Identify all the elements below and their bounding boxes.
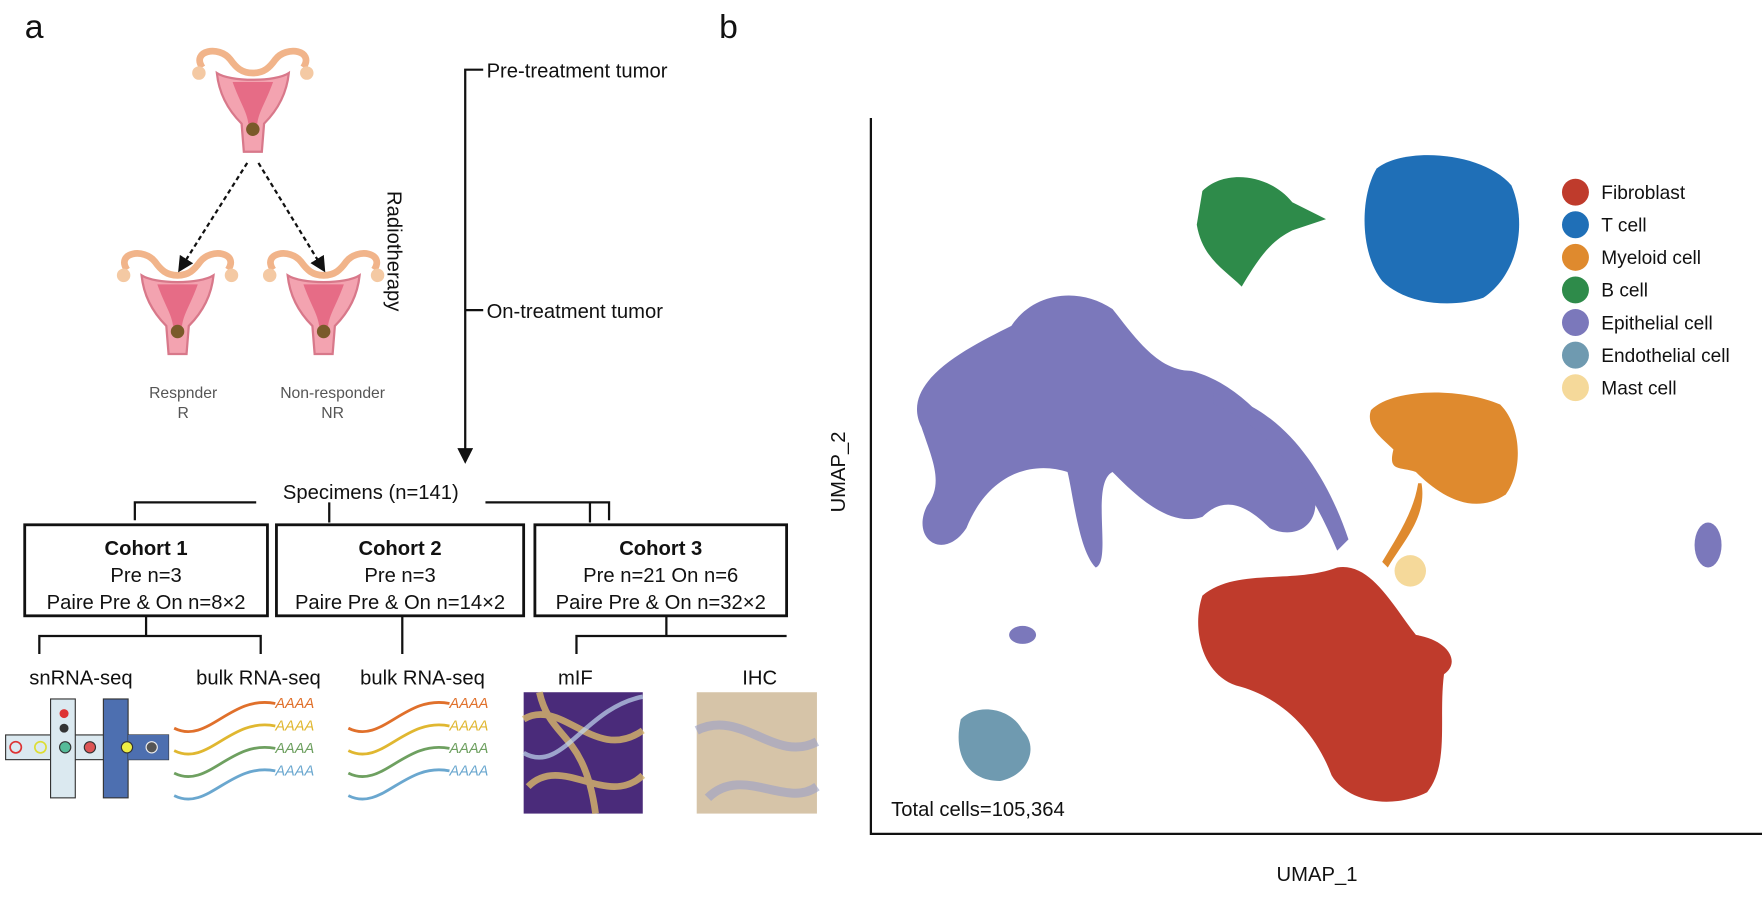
rna-strand [173,745,276,778]
cohort-line: Pre n=21 On n=6 [583,565,738,587]
rna-strand [347,723,450,756]
arrow [178,162,249,273]
legend-label: Mast cell [1601,378,1676,399]
cohort-line: Pre n=3 [364,565,435,587]
x-axis-label: UMAP_1 [1277,864,1358,886]
cohort-line: Pre n=3 [110,565,181,587]
panel-label: b [719,8,738,46]
assay: IHC [742,667,777,689]
assay: mIF [558,667,593,689]
legend-label: T cell [1601,216,1646,237]
poly-a: AAAA [274,741,314,757]
bracket [133,501,611,523]
legend: Fibroblast T cell Myeloid cell B cell Epithe… [1561,178,1730,402]
legend-label: Endothelial cell [1601,346,1729,367]
y-axis-label: UMAP_2 [828,432,850,513]
poly-a: AAAA [448,741,488,757]
cluster [1009,625,1037,644]
cluster [1382,483,1423,568]
uterus-icon [192,51,313,152]
panel-label: a [25,8,44,46]
treatment-label: Radiotherapy [383,191,405,312]
specimens: Specimens (n=141) [283,482,459,504]
rna-strand [173,768,276,801]
poly-a: AAAA [274,696,314,712]
microfluidic-icon [5,698,170,799]
arrow [257,162,326,273]
cohort-box [275,523,526,618]
axes [869,118,1762,835]
umap-clusters [916,155,1722,802]
rna-icon: AAAA AAAA AAAA AAAA [173,696,314,801]
ihc-image [694,692,820,814]
assay: bulk RNA-seq [360,667,485,689]
poly-a: AAAA [448,718,488,734]
poly-a: AAAA [274,763,314,779]
group-label: Non-responder [280,385,385,402]
cohort-box [533,523,789,618]
legend-swatch [1561,309,1589,337]
cohort-title: Cohort 3 [619,538,702,560]
legend-label: B cell [1601,281,1648,302]
uterus-icon [117,253,238,354]
cluster [1694,522,1722,568]
legend-swatch [1561,178,1589,206]
cluster [958,709,1031,782]
rna-strand [173,723,276,756]
cohorts: Cohort 1 Pre n=3 Paire Pre & On n=8×2 Cohor… [23,523,789,618]
poly-a: AAAA [448,696,488,712]
cluster [1394,555,1427,587]
legend-swatch [1561,243,1589,271]
legend-label: Epithelial cell [1601,313,1712,334]
cluster [1364,155,1520,304]
bracket [38,615,787,655]
legend-swatch [1561,211,1589,239]
poly-a: AAAA [274,718,314,734]
poly-a: AAAA [448,763,488,779]
rna-icon: AAAA AAAA AAAA AAAA [347,696,488,801]
legend-swatch [1561,341,1589,369]
timeline-label: Pre-treatment tumor [487,61,668,83]
legend-swatch [1561,374,1589,402]
cluster [916,295,1316,568]
legend-swatch [1561,276,1589,304]
timeline-label: On-treatment tumor [487,301,664,323]
group-label: R [177,405,188,422]
timeline [457,68,484,464]
cohort-title: Cohort 1 [105,538,188,560]
legend-label: Myeloid cell [1601,248,1701,269]
assay: bulk RNA-seq [196,667,321,689]
uterus-icon [263,253,384,354]
group-label: NR [321,405,344,422]
rna-strand [173,700,276,733]
cluster [1369,392,1518,504]
cohort-line: Paire Pre & On n=8×2 [47,592,246,614]
group-label: Respnder [149,385,217,402]
cohort-line: Paire Pre & On n=14×2 [295,592,505,614]
cohort-title: Cohort 2 [358,538,441,560]
cluster [1196,177,1326,287]
mif-image [521,691,646,815]
rna-strand [347,745,450,778]
cohort-line: Paire Pre & On n=32×2 [556,592,766,614]
total-cells: Total cells=105,364 [891,799,1065,821]
cluster [1198,567,1452,802]
rna-strand [347,700,450,733]
assay: snRNA-seq [29,667,132,689]
legend-label: Fibroblast [1601,183,1686,204]
cluster [1213,393,1349,551]
rna-strand [347,768,450,801]
